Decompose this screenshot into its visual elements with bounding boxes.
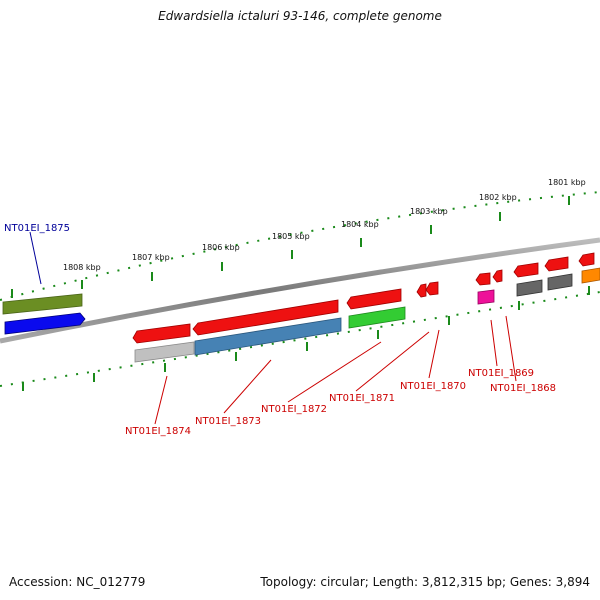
gene-label-1875[interactable]: NT01EI_1875 xyxy=(4,223,70,234)
gene-feature[interactable] xyxy=(416,283,427,298)
scale-label-1808: 1808 kbp xyxy=(63,263,101,272)
gene-feature[interactable] xyxy=(2,293,83,315)
outer-major-ticks xyxy=(11,196,570,298)
gene-feature[interactable] xyxy=(425,281,439,296)
gene-feature[interactable] xyxy=(513,262,539,278)
scale-label-1803: 1803 kbp xyxy=(410,207,448,216)
scale-label-1806: 1806 kbp xyxy=(202,243,240,252)
reverse-genes xyxy=(4,267,600,363)
gene-label-1870[interactable]: NT01EI_1870 xyxy=(400,381,466,392)
scale-label-1804: 1804 kbp xyxy=(341,220,379,229)
genome-summary-text: Topology: circular; Length: 3,812,315 bp… xyxy=(260,575,590,589)
inner-major-ticks xyxy=(22,286,590,391)
gene-feature[interactable] xyxy=(132,323,191,344)
forward-genes xyxy=(2,252,595,344)
gene-label-1869[interactable]: NT01EI_1869 xyxy=(468,368,534,379)
accession-text: Accession: NC_012779 xyxy=(9,575,146,589)
gene-label-1868[interactable]: NT01EI_1868 xyxy=(490,383,556,394)
gene-feature[interactable] xyxy=(346,288,402,310)
genome-backbone xyxy=(0,237,600,344)
gene-feature[interactable] xyxy=(544,256,569,272)
map-title: Edwardsiella ictaluri 93-146, complete g… xyxy=(158,9,442,23)
scale-label-1802: 1802 kbp xyxy=(479,193,517,202)
scale-label-1801: 1801 kbp xyxy=(548,178,586,187)
label-connectors xyxy=(29,231,517,425)
gene-label-1872[interactable]: NT01EI_1872 xyxy=(261,404,327,415)
gene-label-1871[interactable]: NT01EI_1871 xyxy=(329,393,395,404)
gene-feature[interactable] xyxy=(492,269,503,283)
gene-feature[interactable] xyxy=(581,267,600,284)
gene-feature[interactable] xyxy=(477,289,495,305)
gene-label-1874[interactable]: NT01EI_1874 xyxy=(125,426,191,437)
gene-label-1873[interactable]: NT01EI_1873 xyxy=(195,416,261,427)
gene-feature[interactable] xyxy=(134,341,195,363)
gene-feature[interactable] xyxy=(348,306,406,329)
gene-feature[interactable] xyxy=(4,312,86,335)
gene-feature[interactable] xyxy=(192,299,339,336)
scale-label-1805: 1805 kbp xyxy=(272,232,310,241)
gene-feature[interactable] xyxy=(194,317,342,356)
gene-feature[interactable] xyxy=(578,252,595,267)
gene-feature[interactable] xyxy=(475,272,491,286)
gene-feature[interactable] xyxy=(516,279,543,297)
scale-label-1807: 1807 kbp xyxy=(132,253,170,262)
gene-feature[interactable] xyxy=(547,273,573,291)
